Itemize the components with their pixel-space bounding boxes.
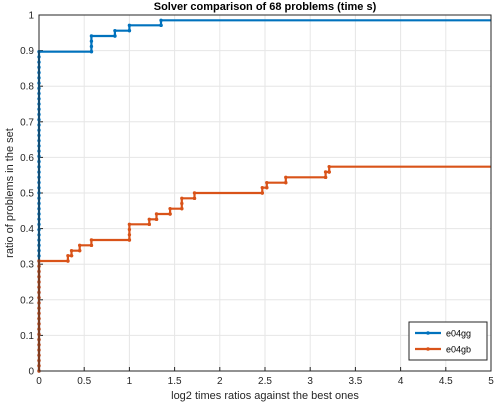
- y-axis-title: ratio of problems in the set: [4, 128, 16, 258]
- data-point: [260, 191, 264, 195]
- data-point: [327, 164, 331, 169]
- data-point: [127, 23, 132, 28]
- plot-area: 0 0.5 1 1.5 2 2.5 3 3.5 4 4.5 5 0 0.1 0.2 0.3 0.4 0.5 0.6…: [20, 11, 494, 388]
- data-point: [89, 238, 94, 242]
- data-point: [168, 206, 172, 211]
- y-tick-label: 0.1: [20, 331, 34, 342]
- data-point: [180, 196, 184, 201]
- y-tick-label: 0.6: [20, 153, 34, 164]
- legend-label-e04gb: e04gb: [446, 345, 471, 355]
- x-tick-label: 1.5: [168, 376, 182, 387]
- data-point: [180, 201, 184, 206]
- data-point: [265, 180, 269, 185]
- data-point: [89, 49, 94, 54]
- data-point: [127, 28, 132, 33]
- data-point: [77, 248, 82, 253]
- data-point: [127, 222, 132, 227]
- x-tick-label: 2.5: [258, 376, 272, 387]
- data-point: [127, 227, 132, 232]
- y-tick-label: 0.9: [20, 46, 34, 57]
- y-tick-label: 0: [28, 367, 34, 378]
- x-tick-label: 3.5: [348, 376, 362, 387]
- legend-label-e04gg: e04gg: [446, 329, 471, 339]
- data-point: [180, 206, 184, 211]
- data-point: [147, 222, 151, 227]
- data-point: [89, 34, 94, 38]
- y-tick-label: 0.8: [20, 82, 34, 93]
- y-tick-label: 1: [28, 11, 34, 22]
- data-point: [113, 28, 117, 33]
- data-point: [154, 212, 159, 216]
- data-point: [327, 170, 331, 174]
- legend-marker-e04gg: [426, 331, 430, 335]
- legend: e04gg e04gb: [408, 321, 488, 361]
- y-tick-label: 0.2: [20, 295, 34, 306]
- y-tick-label: 0.3: [20, 260, 34, 271]
- x-tick-label: 0.5: [77, 376, 91, 387]
- data-point: [284, 175, 288, 180]
- x-tick-label: 3: [307, 376, 313, 387]
- x-tick-label: 4.5: [439, 376, 453, 387]
- plot-frame: [38, 14, 492, 372]
- data-point: [323, 175, 328, 180]
- data-point: [69, 248, 74, 253]
- legend-marker-e04gb: [426, 347, 430, 351]
- data-point: [89, 39, 94, 43]
- data-point: [127, 233, 132, 237]
- data-point: [77, 243, 82, 248]
- data-point: [113, 34, 117, 38]
- chart-title: Solver comparison of 68 problems (time s…: [154, 1, 377, 13]
- data-point: [89, 243, 94, 248]
- data-point: [284, 180, 288, 185]
- legend-box: [408, 321, 488, 361]
- data-point: [69, 253, 74, 258]
- data-point: [323, 170, 328, 174]
- x-tick-label: 5: [488, 376, 494, 387]
- y-tick-label: 0.7: [20, 117, 34, 128]
- data-point: [66, 253, 70, 258]
- data-point: [192, 191, 197, 195]
- y-tick-label: 0.4: [20, 224, 34, 235]
- data-point: [159, 23, 163, 28]
- data-point: [147, 217, 151, 222]
- data-point: [260, 185, 264, 190]
- x-tick-label: 4: [398, 376, 404, 387]
- data-point: [168, 212, 172, 216]
- x-tick-label: 2: [217, 376, 223, 387]
- x-axis-title: log2 times ratios against the best ones: [171, 390, 359, 402]
- data-point: [159, 18, 163, 23]
- data-point: [89, 44, 94, 49]
- x-tick-label: 1: [127, 376, 133, 387]
- data-point: [192, 196, 197, 201]
- series-markers-e04gb: [37, 164, 331, 373]
- data-point: [127, 238, 132, 242]
- x-tick-label: 0: [36, 376, 42, 387]
- data-point: [154, 217, 159, 222]
- data-point: [265, 185, 269, 190]
- y-tick-label: 0.5: [20, 189, 34, 200]
- data-point: [66, 259, 70, 263]
